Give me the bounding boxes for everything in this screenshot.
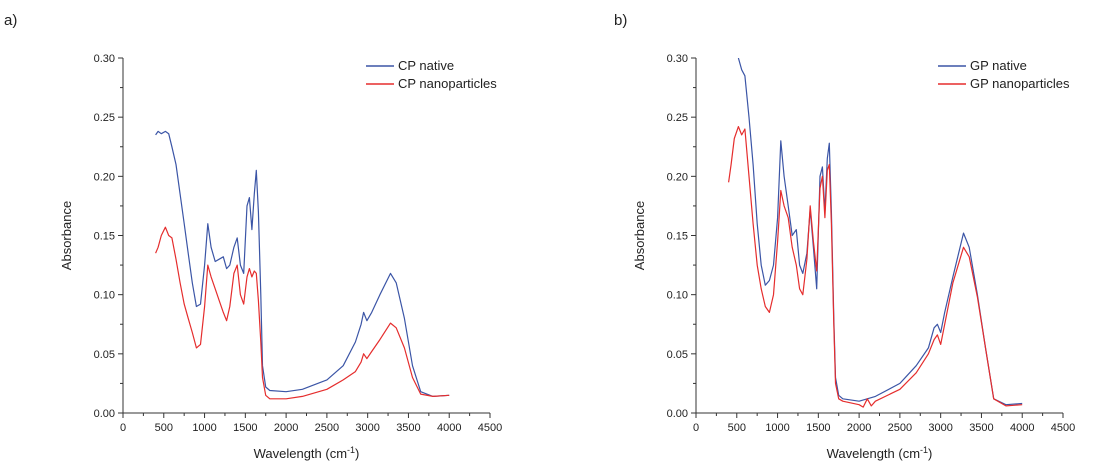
x-tick-label: 3000 — [928, 422, 952, 434]
legend-entry: GP native — [970, 58, 1027, 73]
y-tick-label: 0.10 — [667, 290, 688, 302]
panel-a: a) 0 500 1000 1500 2000 2500 3000 3500 4000 4500 0.… — [4, 12, 502, 461]
y-tick-label: 0.20 — [94, 171, 115, 183]
y-tick-label: 0.30 — [667, 53, 688, 65]
x-axis-label: Wavelength (cm-1) — [254, 445, 360, 461]
y-tick-label: 0.05 — [94, 349, 115, 361]
x-tick-label: 3000 — [355, 422, 379, 434]
y-tick-label: 0.25 — [667, 112, 688, 124]
y-tick-label: 0.25 — [94, 112, 115, 124]
series-line-gp-nanoparticles — [728, 126, 1023, 408]
legend-entry: GP nanoparticles — [970, 76, 1070, 91]
x-tick-label: 0 — [693, 422, 699, 434]
y-tick-label: 0.20 — [667, 171, 688, 183]
x-tick-label: 4500 — [1051, 422, 1075, 434]
y-tick-label: 0.15 — [667, 231, 688, 243]
x-tick-label: 500 — [728, 422, 746, 434]
x-tick-label: 4500 — [478, 422, 502, 434]
x-tick-label: 1000 — [765, 422, 789, 434]
x-tick-label: 2500 — [888, 422, 912, 434]
y-tick-label: 0.10 — [94, 290, 115, 302]
x-tick-label: 0 — [120, 422, 126, 434]
panel-label: b) — [614, 12, 627, 29]
x-tick-label: 4000 — [437, 422, 461, 434]
x-tick-label: 1000 — [192, 422, 216, 434]
y-tick-label: 0.00 — [94, 408, 115, 420]
legend-entry: CP native — [398, 58, 454, 73]
y-tick-label: 0.15 — [94, 231, 115, 243]
x-axis-label: Wavelength (cm-1) — [827, 445, 933, 461]
y-tick-label: 0.05 — [667, 349, 688, 361]
x-tick-label: 500 — [155, 422, 173, 434]
y-axis-label: Absorbance — [59, 201, 74, 270]
x-tick-label: 2000 — [274, 422, 298, 434]
series-line-gp-native — [737, 58, 1023, 406]
panel-b: b) 0 500 1000 1500 2000 2500 3000 3500 4000 4500 0.… — [614, 12, 1075, 461]
x-tick-label: 3500 — [396, 422, 420, 434]
y-axis-label: Absorbance — [632, 201, 647, 270]
x-tick-label: 1500 — [233, 422, 257, 434]
x-tick-label: 3500 — [969, 422, 993, 434]
x-tick-label: 4000 — [1010, 422, 1034, 434]
legend-entry: CP nanoparticles — [398, 76, 497, 91]
panel-label: a) — [4, 12, 17, 29]
series-line-cp-nanoparticles — [155, 226, 450, 400]
x-tick-label: 2500 — [315, 422, 339, 434]
y-tick-label: 0.30 — [94, 53, 115, 65]
y-tick-label: 0.00 — [667, 408, 688, 420]
x-tick-label: 2000 — [847, 422, 871, 434]
x-tick-label: 1500 — [806, 422, 830, 434]
series-line-cp-native — [155, 130, 450, 397]
